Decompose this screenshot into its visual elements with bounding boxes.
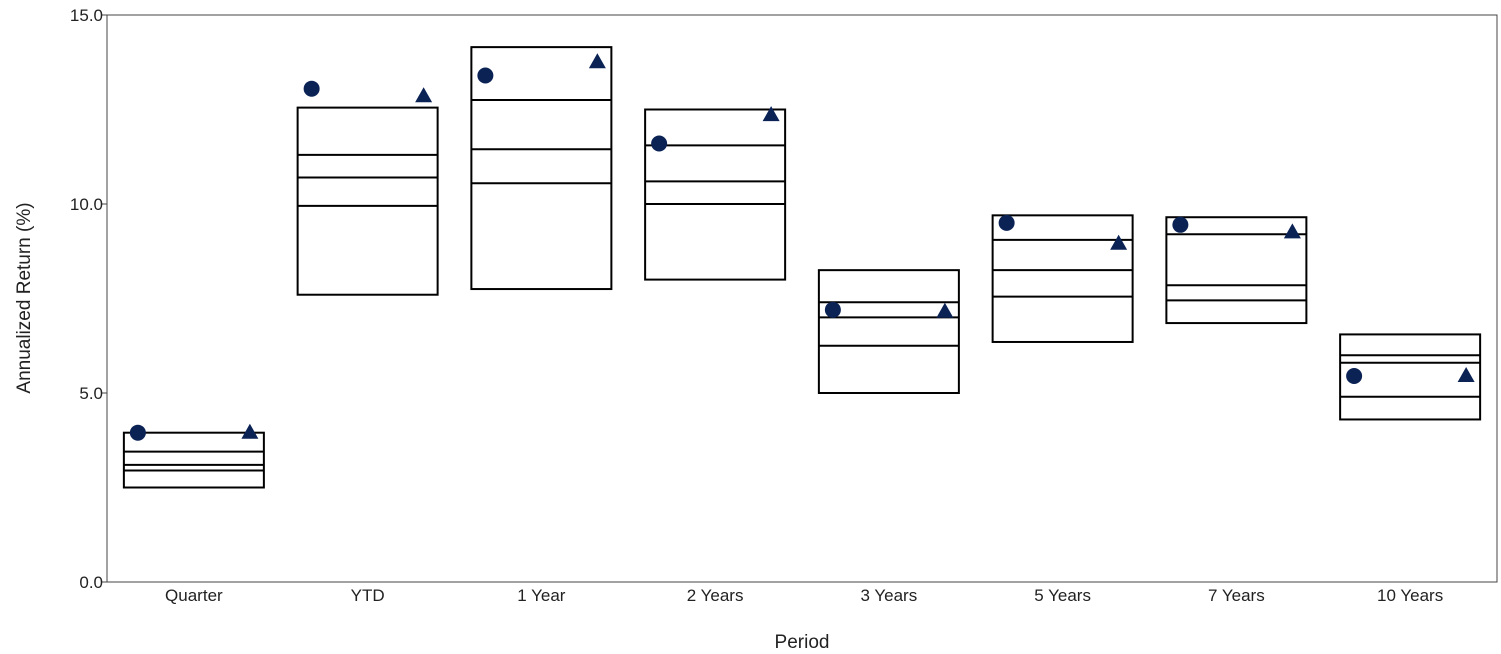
circle-marker	[1346, 367, 1363, 384]
circle-marker	[824, 301, 841, 318]
x-tick-label: 3 Years	[861, 586, 918, 605]
range-box	[644, 108, 787, 281]
circle-marker	[1172, 216, 1189, 233]
range-box	[296, 106, 439, 296]
triangle-marker	[1283, 223, 1301, 239]
y-tick-label: 0.0	[79, 573, 103, 592]
range-box-outline	[122, 431, 265, 489]
y-tick-label: 5.0	[79, 384, 103, 403]
range-box	[1165, 216, 1308, 325]
circle-marker	[998, 214, 1015, 231]
plot-area-frame	[106, 14, 1498, 583]
triangle-marker	[415, 87, 433, 103]
triangle-marker	[936, 302, 954, 318]
range-box	[470, 46, 613, 291]
circle-marker	[477, 67, 494, 84]
y-tick-label: 15.0	[70, 6, 103, 25]
x-tick-label: 5 Years	[1034, 586, 1091, 605]
circle-marker	[129, 424, 146, 441]
y-tick-label: 10.0	[70, 195, 103, 214]
circle-marker	[303, 80, 320, 97]
triangle-marker	[1457, 366, 1475, 382]
triangle-marker	[588, 53, 606, 69]
range-box-outline	[1165, 216, 1308, 325]
range-box-outline	[991, 214, 1134, 343]
range-box	[1339, 333, 1482, 421]
range-box-outline	[817, 269, 960, 394]
range-box-outline	[644, 108, 787, 281]
range-box	[817, 269, 960, 394]
range-box-outline	[1339, 333, 1482, 421]
triangle-marker	[1110, 234, 1128, 250]
x-tick-label: YTD	[351, 586, 385, 605]
x-tick-label: 1 Year	[517, 586, 566, 605]
x-tick-label: Quarter	[165, 586, 223, 605]
range-box	[991, 214, 1134, 343]
range-box-outline	[470, 46, 613, 291]
y-axis-title: Annualized Return (%)	[14, 202, 35, 393]
range-box	[122, 431, 265, 489]
range-box-outline	[296, 106, 439, 296]
x-tick-label: 2 Years	[687, 586, 744, 605]
x-tick-label: 10 Years	[1377, 586, 1443, 605]
x-tick-label: 7 Years	[1208, 586, 1265, 605]
x-axis-title: Period	[775, 632, 830, 653]
triangle-marker	[241, 423, 259, 439]
triangle-marker	[762, 106, 780, 122]
circle-marker	[651, 135, 668, 152]
